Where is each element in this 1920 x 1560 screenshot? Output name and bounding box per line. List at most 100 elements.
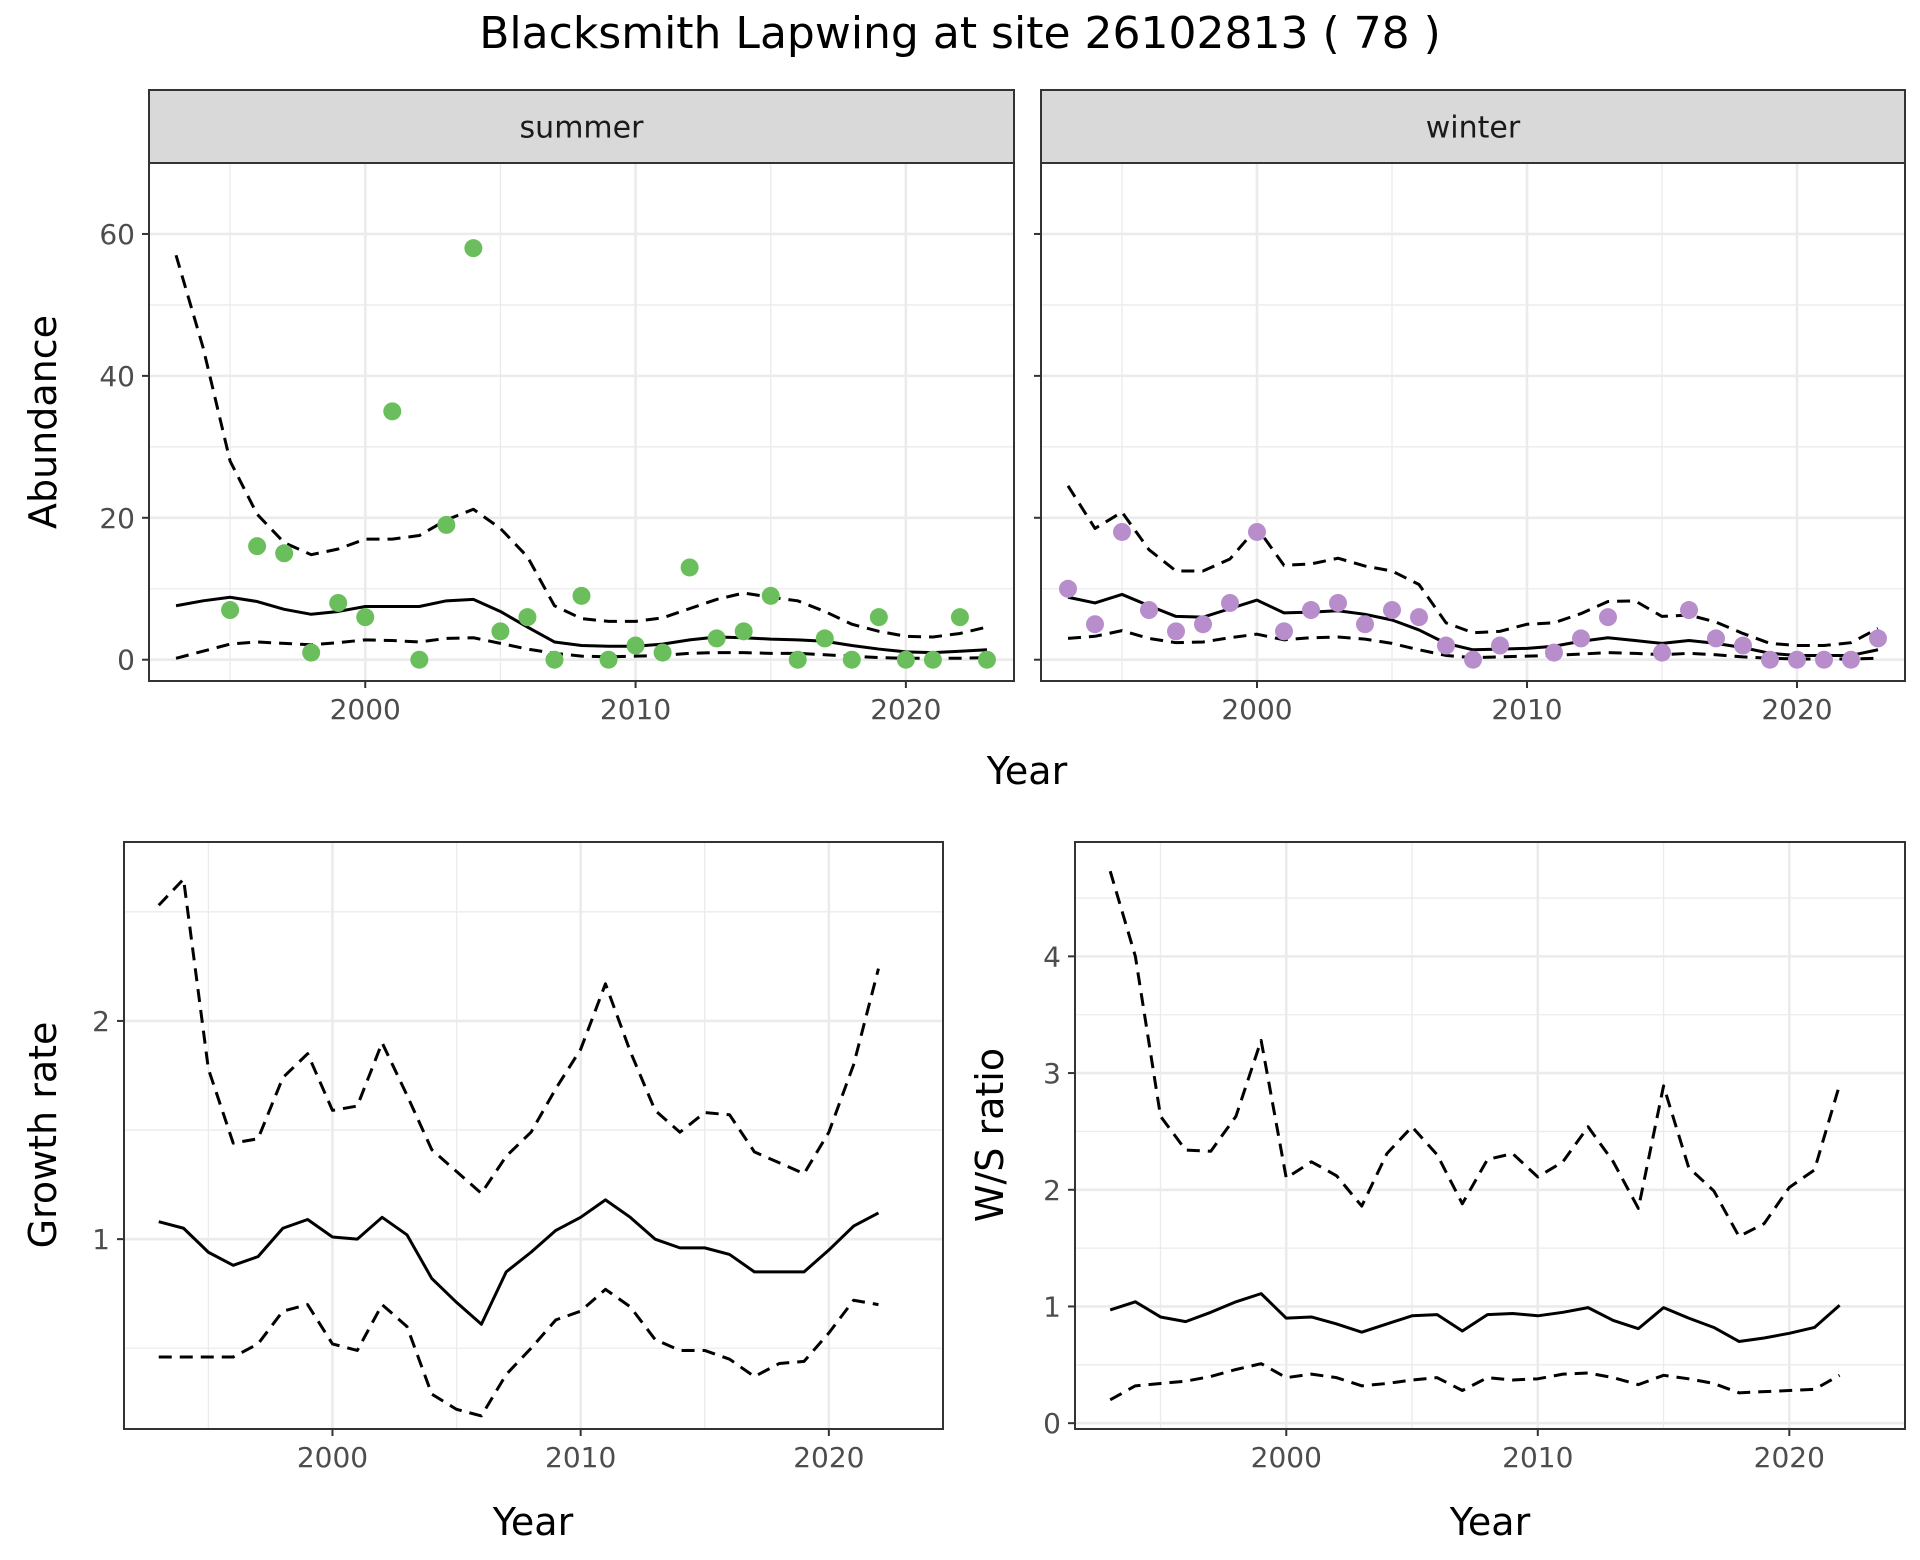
winter-observed-point [1383, 601, 1401, 620]
summer-x-tick-label: 2020 [870, 693, 941, 726]
winter-observed-point [1464, 650, 1482, 669]
winter-observed-point [1167, 622, 1185, 641]
winter-observed-point [1275, 622, 1293, 641]
winter-observed-point [1113, 522, 1131, 541]
winter-panel-border [1040, 162, 1906, 682]
ratio-x-tick-label: 2000 [1251, 1441, 1322, 1474]
summer-observed-point [302, 643, 321, 662]
growth-lower-line [158, 1287, 879, 1418]
summer-y-tick-label: 60 [99, 218, 135, 251]
growth-x-axis: 2000 2010 2020 [297, 1429, 864, 1474]
winter-observed-point [1788, 650, 1806, 669]
winter-upper-ci-line [1066, 485, 1879, 648]
ratio-plot-background [1075, 842, 1905, 1429]
summer-observed-point [464, 239, 483, 258]
winter-observed-point [1842, 650, 1860, 669]
winter-observed-point [1545, 643, 1563, 662]
growth-y-tick-label: 2 [92, 1005, 110, 1038]
winter-panel: winter 2000 2010 2020 [1034, 89, 1906, 726]
ratio-y-axis: 0 1 2 3 4 [1043, 940, 1075, 1440]
growth-y-tick-label: 1 [92, 1223, 110, 1256]
summer-observed-point [707, 629, 726, 648]
growth-grid [124, 842, 943, 1429]
summer-y-tick-label: 0 [117, 644, 135, 677]
winter-x-tick-label: 2020 [1761, 693, 1832, 726]
growth-x-tick-label: 2000 [297, 1441, 368, 1474]
growth-x-tick-label: 2010 [545, 1441, 616, 1474]
ratio-lower-line [1109, 1362, 1841, 1402]
winter-plot-background [1041, 163, 1905, 681]
ws-ratio-panel: 0 1 2 3 4 2000 2010 2020 [1043, 841, 1906, 1474]
ratio-y-tick-label: 1 [1043, 1290, 1061, 1323]
winter-x-axis: 2000 2010 2020 [1221, 681, 1833, 726]
growth-series [157, 877, 880, 1418]
winter-grid [1041, 163, 1905, 681]
summer-y-tick-label: 40 [99, 360, 135, 393]
summer-observed-point [221, 601, 240, 620]
summer-observed-point [383, 402, 402, 421]
summer-series [174, 239, 996, 669]
growth-upper-line [157, 877, 880, 1195]
abundance-x-axis-label: Year [986, 749, 1068, 793]
figure-title: Blacksmith Lapwing at site 26102813 ( 78… [479, 8, 1441, 59]
winter-observed-point [1653, 643, 1671, 662]
summer-observed-point [248, 537, 267, 556]
summer-observed-point [950, 608, 969, 627]
winter-observed-point [1302, 601, 1320, 620]
winter-observed-point [1248, 522, 1266, 541]
ratio-y-tick-label: 4 [1043, 940, 1061, 973]
summer-observed-point [680, 558, 699, 577]
winter-observed-point [1491, 636, 1509, 655]
summer-x-tick-label: 2010 [600, 693, 671, 726]
summer-upper-ci-line [174, 254, 988, 639]
winter-strip-label: winter [1426, 111, 1521, 146]
summer-observed-point [626, 636, 645, 655]
summer-observed-point [545, 650, 564, 669]
winter-observed-point [1221, 593, 1239, 612]
summer-observed-point [923, 650, 942, 669]
summer-observed-point [329, 593, 348, 612]
summer-observed-point [572, 586, 591, 605]
winter-observed-point [1410, 608, 1428, 627]
summer-x-tick-label: 2000 [330, 693, 401, 726]
summer-observed-point [815, 629, 834, 648]
summer-observed-point [977, 650, 996, 669]
summer-observed-point [788, 650, 807, 669]
summer-observed-point [653, 643, 672, 662]
ratio-y-tick-label: 2 [1043, 1174, 1061, 1207]
growth-x-axis-label: Year [492, 1500, 574, 1544]
ratio-mean-line [1109, 1292, 1841, 1343]
abundance-y-axis-label: Abundance [21, 315, 65, 529]
winter-x-tick-label: 2000 [1221, 693, 1292, 726]
winter-observed-point [1329, 593, 1347, 612]
winter-y-axis [1034, 232, 1041, 661]
summer-observed-point [842, 650, 861, 669]
winter-observed-point [1140, 601, 1158, 620]
winter-observed-point [1869, 629, 1887, 648]
ratio-upper-line [1108, 870, 1842, 1238]
ratio-grid [1075, 842, 1905, 1429]
summer-y-tick-label: 20 [99, 502, 135, 535]
ratio-y-tick-label: 0 [1043, 1407, 1061, 1440]
ratio-y-tick-label: 3 [1043, 1057, 1061, 1090]
summer-observed-point [410, 650, 429, 669]
winter-observed-point [1815, 650, 1833, 669]
summer-observed-point [356, 608, 375, 627]
growth-plot-background [124, 842, 943, 1429]
ratio-panel-border [1074, 841, 1906, 1430]
winter-observed-point [1059, 579, 1077, 598]
winter-x-tick-label: 2010 [1491, 693, 1562, 726]
ratio-series [1108, 870, 1842, 1402]
winter-observed-point [1356, 615, 1374, 634]
summer-observed-point [599, 650, 618, 669]
winter-observed-point [1194, 615, 1212, 634]
growth-panel-border [123, 841, 944, 1430]
summer-panel: summer 0 20 40 60 2000 2010 2020 [99, 89, 1015, 726]
winter-series [1059, 485, 1887, 669]
summer-strip-label: summer [520, 111, 645, 146]
summer-observed-point [761, 586, 780, 605]
ratio-x-tick-label: 2010 [1502, 1441, 1573, 1474]
summer-observed-point [869, 608, 888, 627]
summer-observed-point [896, 650, 915, 669]
